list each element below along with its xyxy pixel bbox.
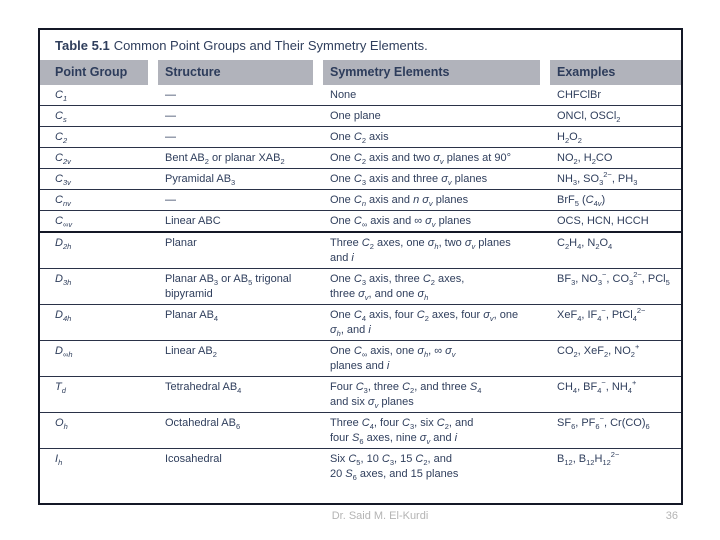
cell-structure: — — [165, 131, 176, 143]
cell-symmetry: One Cn axis and n σv planes — [330, 194, 469, 208]
cell-examples: C2H4, N2O4 — [557, 237, 613, 251]
cell-examples: SF6, PF6−, Cr(CO)6 — [557, 414, 650, 431]
cell-group: Cnv — [55, 194, 71, 208]
cell-group: D3h — [55, 273, 72, 287]
cell-structure: Pyramidal AB3 — [165, 173, 236, 187]
cell-group: D4h — [55, 309, 72, 323]
cell-symmetry: None — [330, 89, 357, 101]
cell-structure: Linear AB2 — [165, 345, 217, 359]
cell-examples: NH3, SO32−, PH3 — [557, 170, 638, 187]
cell-structure: Planar — [165, 237, 197, 249]
cell-structure: — — [165, 89, 176, 101]
cell-group: D2h — [55, 237, 72, 251]
column-header-symmetry-elements: Symmetry Elements — [323, 60, 540, 85]
cell-group: C3v — [55, 173, 71, 187]
table-row: D4h Planar AB4 One C4 axis, four C2 axes, … — [40, 305, 681, 341]
cell-structure: Octahedral AB6 — [165, 417, 241, 431]
table-body: C1 — None CHFClBr Cs — One plane ONCl, OSCl2 C2 —… — [40, 85, 681, 494]
table-row: C1 — None CHFClBr — [40, 85, 681, 106]
cell-symmetry: One C2 axis and two σv planes at 90° — [330, 152, 512, 166]
table-caption: Common Point Groups and Their Symmetry E… — [113, 38, 428, 53]
cell-structure: Icosahedral — [165, 453, 222, 465]
cell-symmetry: One C∞ axis, one σh, ∞ σv planes and i — [330, 345, 456, 372]
cell-examples: ONCl, OSCl2 — [557, 110, 621, 124]
cell-symmetry: One C3 axis and three σv planes — [330, 173, 488, 187]
cell-structure: Bent AB2 or planar XAB2 — [165, 152, 285, 166]
table-title: Table 5.1 Common Point Groups and Their S… — [40, 30, 681, 58]
cell-examples: NO2, H2CO — [557, 152, 613, 166]
table-number: Table 5.1 — [55, 38, 110, 53]
cell-group: Td — [55, 381, 66, 395]
cell-examples: XeF4, IF4−, PtCl42− — [557, 306, 646, 323]
table-row: Oh Octahedral AB6 Three C4, four C3, six C… — [40, 413, 681, 449]
cell-examples: CO2, XeF2, NO2+ — [557, 342, 640, 359]
cell-symmetry: Four C3, three C2, and three S4 and six σ… — [330, 381, 482, 410]
table-row: Ih Icosahedral Six C5, 10 C3, 15 C2, and 20… — [40, 449, 681, 494]
cell-structure: Planar AB4 — [165, 309, 219, 323]
cell-group: C2 — [55, 131, 68, 145]
cell-group: Oh — [55, 417, 68, 431]
cell-examples: BrF5 (C4v) — [557, 194, 606, 208]
table-row: D2h Planar Three C2 axes, one σh, two σv p… — [40, 233, 681, 269]
cell-group: Ih — [55, 453, 63, 467]
table-row: C∞v Linear ABC One C∞ axis and ∞ σv planes… — [40, 211, 681, 233]
cell-group: D∞h — [55, 345, 73, 359]
cell-structure: — — [165, 110, 176, 122]
footer-author: Dr. Said M. El-Kurdi — [331, 510, 429, 522]
cell-group: C2v — [55, 152, 71, 166]
cell-structure: — — [165, 194, 176, 206]
table-row: Cs — One plane ONCl, OSCl2 — [40, 106, 681, 127]
cell-symmetry: Six C5, 10 C3, 15 C2, and 20 S6 axes, and… — [330, 453, 459, 482]
table-row: D∞h Linear AB2 One C∞ axis, one σh, ∞ σv pl… — [40, 341, 681, 377]
cell-examples: BF3, NO3−, CO32−, PCl5 — [557, 270, 670, 287]
cell-examples: CH4, BF4−, NH4+ — [557, 378, 637, 395]
cell-examples: H2O2 — [557, 131, 582, 145]
cell-structure: Linear ABC — [165, 215, 221, 227]
cell-group: C∞v — [55, 215, 73, 229]
cell-symmetry: Three C4, four C3, six C2, and four S6 ax… — [330, 417, 474, 446]
cell-symmetry: One C∞ axis and ∞ σv planes — [330, 215, 472, 229]
table-row: C2 — One C2 axis H2O2 — [40, 127, 681, 148]
cell-symmetry: One C2 axis — [330, 131, 389, 145]
table-card: Table 5.1 Common Point Groups and Their S… — [38, 28, 683, 505]
table-row: C2v Bent AB2 or planar XAB2 One C2 axis an… — [40, 148, 681, 169]
column-header-point-group: Point Group — [40, 60, 148, 85]
cell-examples: B12, B12H122− — [557, 450, 620, 467]
cell-symmetry: Three C2 axes, one σh, two σv planes and … — [330, 237, 511, 264]
cell-group: C1 — [55, 89, 68, 103]
column-header-structure: Structure — [158, 60, 313, 85]
footer-page-number: 36 — [665, 510, 678, 522]
column-header-examples: Examples — [550, 60, 681, 85]
table-row: Td Tetrahedral AB4 Four C3, three C2, and … — [40, 377, 681, 413]
cell-structure: Planar AB3 or AB5 trigonal bipyramid — [165, 273, 292, 300]
cell-group: Cs — [55, 110, 67, 124]
cell-examples: CHFClBr — [557, 89, 601, 101]
table-row: D3h Planar AB3 or AB5 trigonal bipyramid On… — [40, 269, 681, 305]
cell-symmetry: One plane — [330, 110, 381, 122]
cell-structure: Tetrahedral AB4 — [165, 381, 242, 395]
table-row: Cnv — One Cn axis and n σv planes BrF5 (C4v… — [40, 190, 681, 211]
table-header: Point Group Structure Symmetry Elements … — [40, 60, 681, 85]
table-row: C3v Pyramidal AB3 One C3 axis and three σv… — [40, 169, 681, 190]
cell-symmetry: One C4 axis, four C2 axes, four σv, one σ… — [330, 309, 519, 338]
cell-examples: OCS, HCN, HCCH — [557, 215, 649, 227]
cell-symmetry: One C3 axis, three C2 axes, three σv, and… — [330, 273, 465, 302]
